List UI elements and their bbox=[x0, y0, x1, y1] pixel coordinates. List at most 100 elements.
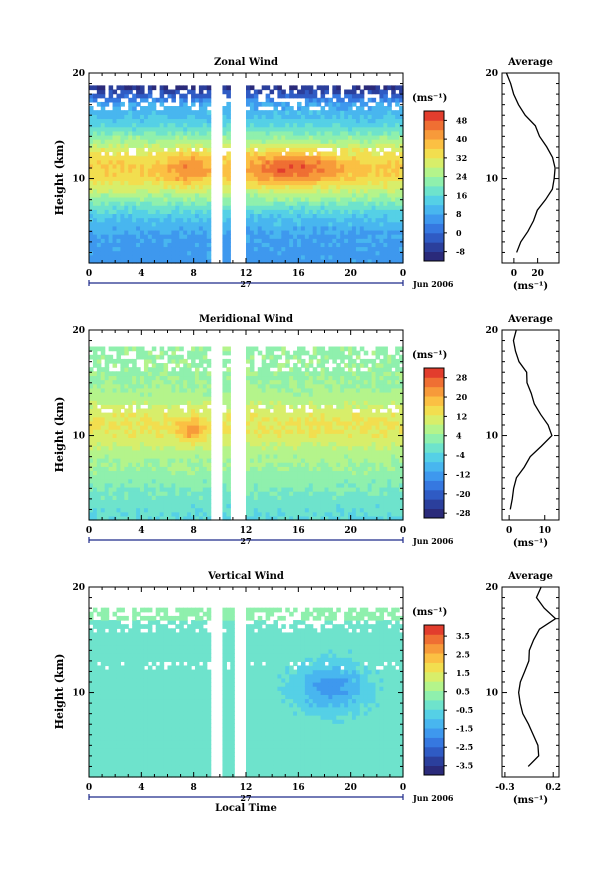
x-tick-label: 16 bbox=[292, 269, 305, 279]
colorbar-step bbox=[424, 434, 444, 444]
colorbar-tick-label: 20 bbox=[456, 392, 468, 402]
colorbar-tick-label: -20 bbox=[456, 489, 471, 499]
x-tick-label: 20 bbox=[344, 269, 357, 279]
colorbar-step bbox=[424, 452, 444, 462]
profile-frame bbox=[502, 330, 559, 520]
y-tick-label: 20 bbox=[72, 69, 85, 79]
profile-x-tick-label: 0.2 bbox=[545, 783, 561, 793]
colorbar-step bbox=[424, 186, 444, 196]
colorbar: -3.5-2.5-1.5-0.50.51.52.53.5(ms⁻¹) bbox=[412, 607, 473, 775]
colorbar-step bbox=[424, 214, 444, 224]
colorbar-tick-label: 2.5 bbox=[456, 650, 470, 660]
colorbar-step bbox=[424, 415, 444, 425]
profile-y-tick-label: 20 bbox=[485, 583, 498, 593]
colorbar-unit: (ms⁻¹) bbox=[412, 607, 447, 618]
colorbar-step bbox=[424, 167, 444, 177]
colorbar-step bbox=[424, 139, 444, 149]
colorbar-tick-label: 40 bbox=[456, 134, 468, 144]
colorbar-step bbox=[424, 766, 444, 776]
colorbar-step bbox=[424, 242, 444, 252]
colorbar-tick-label: -4 bbox=[456, 450, 465, 460]
colorbar-tick-label: -28 bbox=[456, 508, 471, 518]
colorbar-step bbox=[424, 471, 444, 481]
y-tick-label: 20 bbox=[72, 326, 85, 336]
profile-title: Average bbox=[507, 57, 553, 68]
y-tick-label: 10 bbox=[72, 689, 85, 699]
x-tick-label: 20 bbox=[344, 526, 357, 536]
colorbar-step bbox=[424, 396, 444, 406]
colorbar-step bbox=[424, 177, 444, 187]
colorbar-tick-label: 0 bbox=[456, 228, 462, 238]
y-axis-label: Height (km) bbox=[53, 140, 66, 216]
x-tick-label: 12 bbox=[240, 526, 253, 536]
colorbar-step bbox=[424, 490, 444, 500]
colorbar-step bbox=[424, 681, 444, 691]
colorbar-step bbox=[424, 443, 444, 453]
x-tick-label: 8 bbox=[191, 269, 197, 279]
x-tick-label: 4 bbox=[138, 269, 144, 279]
x-axis-label: Local Time bbox=[215, 803, 277, 814]
panel-title: Vertical Wind bbox=[207, 571, 284, 582]
heatmap-cells bbox=[89, 85, 404, 263]
colorbar-step bbox=[424, 158, 444, 168]
heatmap-cells bbox=[89, 347, 404, 521]
colorbar-tick-label: -1.5 bbox=[456, 724, 473, 734]
colorbar-step bbox=[424, 387, 444, 397]
colorbar-step bbox=[424, 625, 444, 635]
colorbar-step bbox=[424, 747, 444, 757]
colorbar-step bbox=[424, 509, 444, 519]
profile-x-label: (ms⁻¹) bbox=[513, 538, 548, 549]
x-tick-label: 16 bbox=[292, 526, 305, 536]
y-axis-label: Height (km) bbox=[53, 654, 66, 730]
colorbar-step bbox=[424, 728, 444, 738]
date-label: Jun 2006 bbox=[412, 279, 454, 289]
profile-y-tick-label: 20 bbox=[485, 69, 498, 79]
profile-x-tick-label: 0 bbox=[506, 526, 512, 536]
x-tick-label: 0 bbox=[86, 269, 92, 279]
date-label: Jun 2006 bbox=[412, 536, 454, 546]
x-tick-label: 0 bbox=[400, 269, 406, 279]
x-tick-label: 4 bbox=[138, 783, 144, 793]
x-tick-label: 0 bbox=[400, 783, 406, 793]
profile-x-tick-label: 10 bbox=[538, 526, 551, 536]
x-tick-label: 12 bbox=[240, 269, 253, 279]
x-tick-label: 20 bbox=[344, 783, 357, 793]
colorbar-step bbox=[424, 462, 444, 472]
y-tick-label: 10 bbox=[72, 175, 85, 185]
date-marker: 27 bbox=[240, 793, 251, 803]
colorbar-tick-label: -3.5 bbox=[456, 761, 473, 771]
colorbar-step bbox=[424, 738, 444, 748]
colorbar-tick-label: 48 bbox=[456, 115, 468, 125]
profile-y-tick-label: 20 bbox=[485, 326, 498, 336]
x-tick-label: 0 bbox=[400, 526, 406, 536]
colorbar-tick-label: 24 bbox=[456, 172, 468, 182]
colorbar-step bbox=[424, 252, 444, 262]
profile-x-tick-label: 20 bbox=[531, 269, 544, 279]
y-tick-label: 10 bbox=[72, 432, 85, 442]
profile-x-label: (ms⁻¹) bbox=[513, 281, 548, 292]
colorbar-step bbox=[424, 663, 444, 673]
colorbar-step bbox=[424, 233, 444, 243]
colorbar-step bbox=[424, 634, 444, 644]
colorbar-step bbox=[424, 709, 444, 719]
colorbar-step bbox=[424, 424, 444, 434]
colorbar-unit: (ms⁻¹) bbox=[412, 350, 447, 361]
x-tick-label: 8 bbox=[191, 783, 197, 793]
heatmap-cells bbox=[89, 608, 404, 778]
x-tick-label: 16 bbox=[292, 783, 305, 793]
profile-title: Average bbox=[507, 314, 553, 325]
panel-title: Zonal Wind bbox=[214, 57, 278, 68]
colorbar-step bbox=[424, 672, 444, 682]
colorbar-tick-label: 0.5 bbox=[456, 687, 470, 697]
date-marker: 27 bbox=[240, 279, 251, 289]
colorbar-step bbox=[424, 499, 444, 509]
colorbar-tick-label: 8 bbox=[456, 209, 462, 219]
colorbar-step bbox=[424, 653, 444, 663]
